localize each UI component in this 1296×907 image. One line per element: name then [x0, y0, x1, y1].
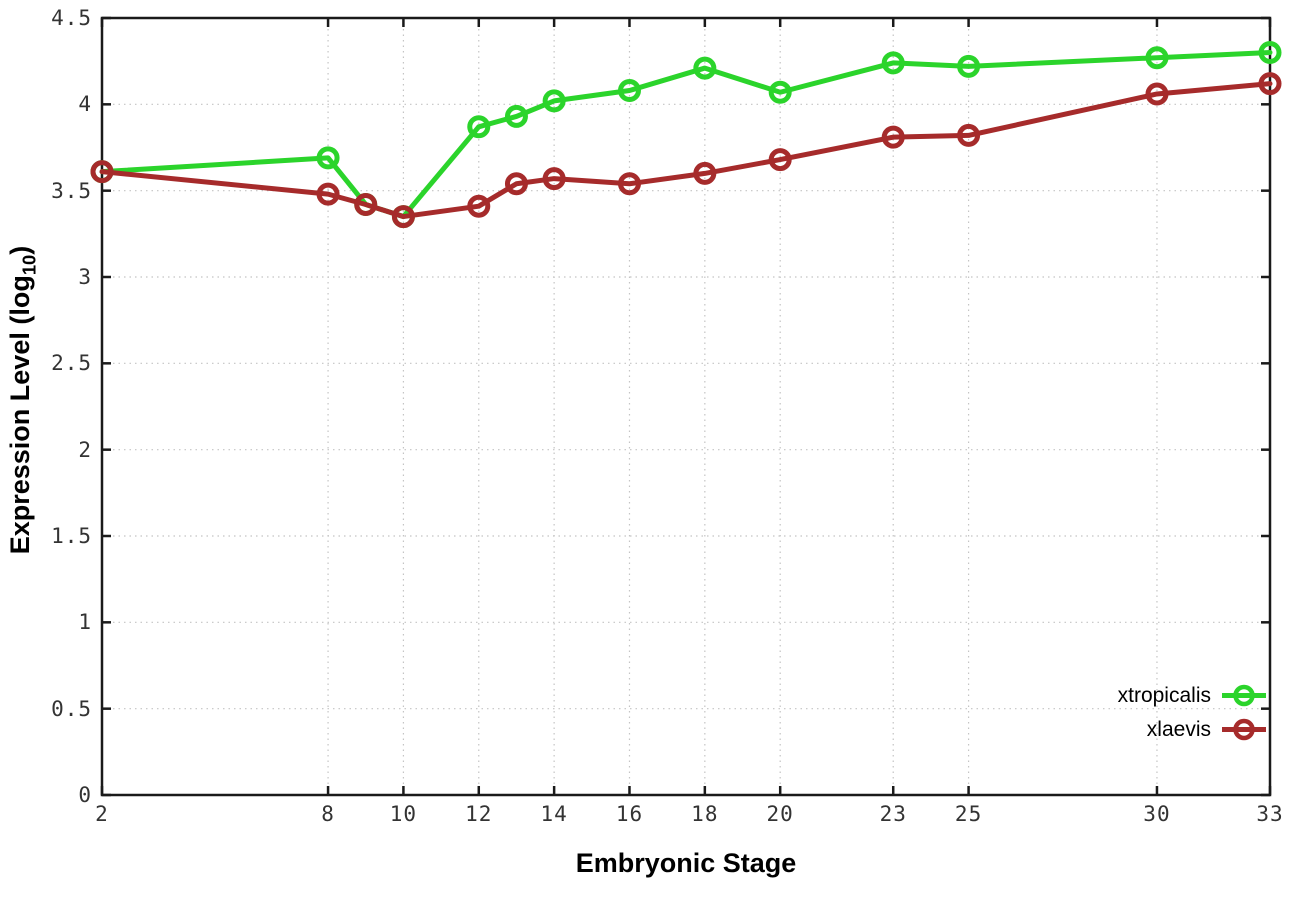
x-tick-label: 18 — [691, 802, 719, 826]
data-point-xlaevis — [542, 167, 566, 191]
data-point-xtropicalis — [504, 104, 528, 128]
data-point-xlaevis — [881, 125, 905, 149]
y-axis-title-subscript: 10 — [18, 254, 40, 276]
series-line-xtropicalis — [99, 50, 1273, 220]
data-point-xlaevis — [693, 161, 717, 185]
x-tick-label: 8 — [321, 802, 335, 826]
x-tick-label: 23 — [879, 802, 907, 826]
y-axis-title-close: ) — [5, 245, 35, 255]
data-point-xtropicalis — [316, 146, 340, 170]
data-point-xlaevis — [1145, 82, 1169, 106]
y-axis-title: Expression Level (log10) — [0, 150, 40, 650]
data-point-xtropicalis — [1258, 41, 1282, 65]
x-tick-label: 2 — [95, 802, 109, 826]
x-tick-label: 20 — [766, 802, 794, 826]
x-tick-label: 30 — [1143, 802, 1171, 826]
y-tick-label: 2.5 — [51, 351, 92, 376]
data-point-xtropicalis — [617, 79, 641, 103]
legend-label: xlaevis — [1146, 718, 1211, 741]
data-point-xtropicalis — [1145, 46, 1169, 70]
data-point-xtropicalis — [693, 56, 717, 80]
data-point-xlaevis — [391, 205, 415, 229]
data-point-xlaevis — [768, 148, 792, 172]
y-tick-label: 4.5 — [51, 6, 92, 30]
data-point-xtropicalis — [768, 80, 792, 104]
x-tick-label: 14 — [540, 802, 568, 826]
legend-entry-xlaevis: xlaevis — [1147, 716, 1268, 743]
data-point-xtropicalis — [467, 115, 491, 139]
legend-sample-line-icon — [1222, 718, 1266, 741]
plot-border — [100, 16, 1272, 797]
x-tick-label: 16 — [615, 802, 644, 826]
data-point-xlaevis — [316, 182, 340, 206]
data-point-xlaevis — [90, 160, 114, 184]
data-point-xlaevis — [617, 172, 641, 196]
y-tick-label: 3 — [78, 265, 92, 289]
series-line-xlaevis — [99, 81, 1273, 220]
y-tick-label: 0.5 — [51, 696, 92, 721]
y-tick-label: 4 — [78, 92, 92, 117]
data-point-xtropicalis — [957, 54, 981, 78]
y-axis-title-main: Expression Level (log — [5, 275, 35, 555]
y-tick-label: 0 — [78, 783, 92, 807]
data-point-xlaevis — [467, 194, 491, 218]
y-tick-label: 1 — [78, 610, 92, 635]
legend-sample-line-icon — [1222, 684, 1266, 707]
x-tick-label: 10 — [389, 802, 418, 826]
legend-label: xtropicalis — [1117, 684, 1211, 707]
x-axis-title: Embryonic Stage — [575, 848, 797, 878]
legend-entry-xtropicalis: xtropicalis — [1118, 682, 1268, 709]
data-point-xlaevis — [354, 192, 378, 216]
data-point-xlaevis — [504, 172, 528, 196]
y-tick-label: 3.5 — [51, 178, 92, 203]
data-point-xlaevis — [957, 123, 981, 147]
data-point-xtropicalis — [542, 89, 566, 113]
x-tick-label: 33 — [1256, 802, 1284, 826]
data-point-xtropicalis — [881, 51, 905, 75]
y-tick-label: 1.5 — [51, 524, 92, 548]
legend: xtropicalis xlaevis — [1118, 682, 1268, 743]
x-tick-label: 12 — [465, 802, 493, 826]
data-point-xlaevis — [1258, 72, 1282, 96]
y-tick-label: 2 — [78, 437, 92, 462]
x-tick-label: 25 — [954, 802, 983, 826]
